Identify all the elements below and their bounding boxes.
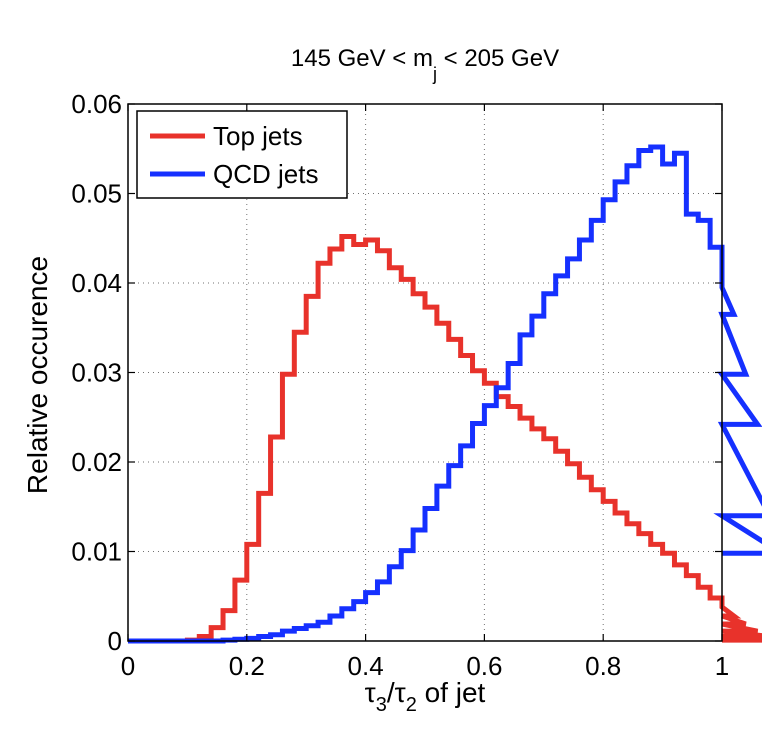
legend: Top jets QCD jets <box>137 111 347 198</box>
series-layer <box>128 147 762 641</box>
y-tick-label: 0.01 <box>71 537 122 567</box>
series-line-top-jets <box>128 236 762 641</box>
x-tick-label: 1 <box>715 651 729 681</box>
y-tick-label: 0 <box>108 626 122 656</box>
y-tick-label: 0.03 <box>71 358 122 388</box>
y-axis-title: Relative occurence <box>22 256 53 494</box>
y-tick-label: 0.05 <box>71 179 122 209</box>
x-tick-label: 0.4 <box>348 651 384 681</box>
x-axis-title: τ3/τ2 of jet <box>365 677 486 716</box>
y-tick-label: 0.02 <box>71 447 122 477</box>
legend-label-top-jets: Top jets <box>213 121 303 151</box>
x-tick-label: 0.8 <box>585 651 621 681</box>
x-tick-label: 0.2 <box>229 651 265 681</box>
y-tick-label: 0.06 <box>71 89 122 119</box>
series-line-qcd-jets <box>128 147 762 641</box>
chart-title: 145 GeV < mj < 205 GeV <box>291 45 559 84</box>
x-tick-label: 0 <box>121 651 135 681</box>
y-tick-label: 0.04 <box>71 268 122 298</box>
x-tick-label: 0.6 <box>466 651 502 681</box>
legend-label-qcd-jets: QCD jets <box>213 159 318 189</box>
